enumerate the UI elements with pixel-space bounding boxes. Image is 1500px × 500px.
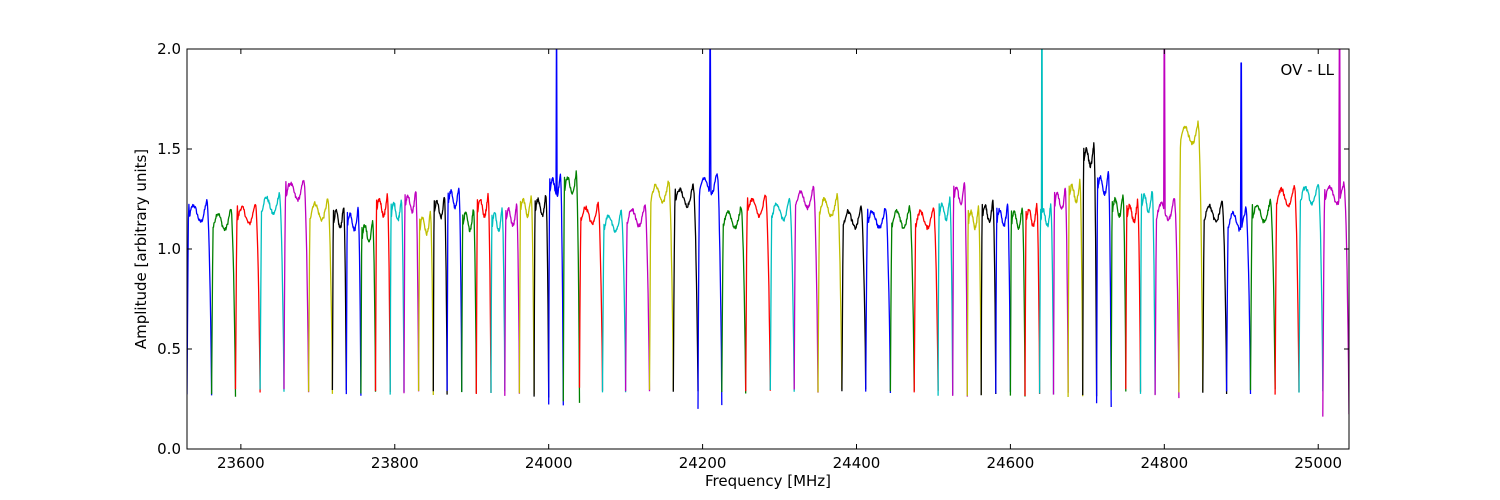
series-line	[562, 170, 581, 403]
series-line	[578, 201, 604, 391]
series-line	[913, 207, 939, 393]
series-line	[1009, 207, 1026, 397]
series-line	[1052, 187, 1069, 395]
series-line	[1067, 178, 1084, 398]
series-line	[937, 196, 954, 396]
series-line	[1249, 198, 1276, 391]
series-line	[1038, 49, 1055, 395]
series-line	[518, 195, 535, 395]
series-line	[210, 208, 237, 397]
y-axis-label: Amplitude [arbitrary units]	[132, 149, 150, 349]
series-line	[721, 206, 747, 394]
series-line	[1082, 142, 1098, 397]
ticks-layer: 23600 23800 24000 24200 24400 24600 24800 25000…	[157, 40, 1349, 472]
y-tick-label: 0.5	[157, 340, 181, 358]
series-line	[601, 209, 627, 393]
series-line	[475, 192, 492, 395]
series-line	[648, 180, 674, 391]
series-line	[952, 182, 968, 397]
series-layer	[187, 49, 1349, 417]
y-tick-label: 2.0	[157, 40, 181, 58]
series-line	[417, 210, 434, 396]
series-line	[234, 203, 261, 393]
series-line	[360, 220, 377, 394]
series-line	[504, 203, 521, 396]
x-tick-label: 24200	[679, 454, 727, 472]
series-line	[307, 198, 334, 394]
series-line	[995, 203, 1012, 394]
series-line	[624, 204, 651, 392]
series-line	[259, 192, 285, 392]
series-line	[1154, 49, 1180, 399]
series-line	[865, 208, 892, 394]
x-tick-label: 24600	[987, 454, 1035, 472]
series-line	[841, 205, 867, 392]
series-line	[374, 193, 391, 393]
series-line	[548, 49, 564, 406]
series-line	[461, 209, 477, 394]
x-tick-label: 25000	[1294, 454, 1342, 472]
series-line	[389, 199, 405, 395]
series-line	[1225, 62, 1252, 395]
series-line	[1095, 170, 1112, 408]
series-line	[1202, 200, 1228, 395]
y-tick-label: 1.5	[157, 140, 181, 158]
y-tick-label: 0.0	[157, 440, 181, 458]
series-line	[817, 192, 843, 393]
series-line	[533, 194, 550, 398]
series-line	[980, 199, 997, 396]
series-line	[745, 194, 771, 392]
series-line	[187, 198, 213, 396]
series-line	[1110, 194, 1127, 392]
series-line	[1125, 198, 1142, 392]
series-line	[283, 179, 310, 393]
x-axis-label: Frequency [MHz]	[705, 472, 831, 490]
x-tick-label: 23800	[371, 454, 419, 472]
series-line	[1322, 49, 1349, 417]
x-tick-label: 24400	[833, 454, 881, 472]
series-line	[331, 207, 347, 391]
x-tick-label: 23600	[217, 454, 265, 472]
series-line	[1298, 183, 1324, 393]
chart-annotation: OV - LL	[1281, 61, 1335, 79]
series-line	[1178, 120, 1204, 393]
series-line	[403, 191, 420, 394]
series-line	[1139, 191, 1156, 395]
series-line	[1024, 202, 1041, 397]
y-tick-label: 1.0	[157, 240, 181, 258]
series-line	[697, 49, 723, 409]
series-line	[793, 185, 819, 393]
series-line	[432, 196, 448, 395]
series-line	[966, 205, 982, 396]
x-tick-label: 24000	[525, 454, 573, 472]
series-line	[889, 205, 915, 392]
series-line	[345, 206, 362, 396]
series-line	[446, 187, 463, 392]
series-line	[672, 183, 699, 392]
series-line	[769, 197, 795, 392]
series-line	[490, 207, 506, 394]
x-tick-label: 24800	[1140, 454, 1188, 472]
series-line	[1274, 184, 1300, 395]
